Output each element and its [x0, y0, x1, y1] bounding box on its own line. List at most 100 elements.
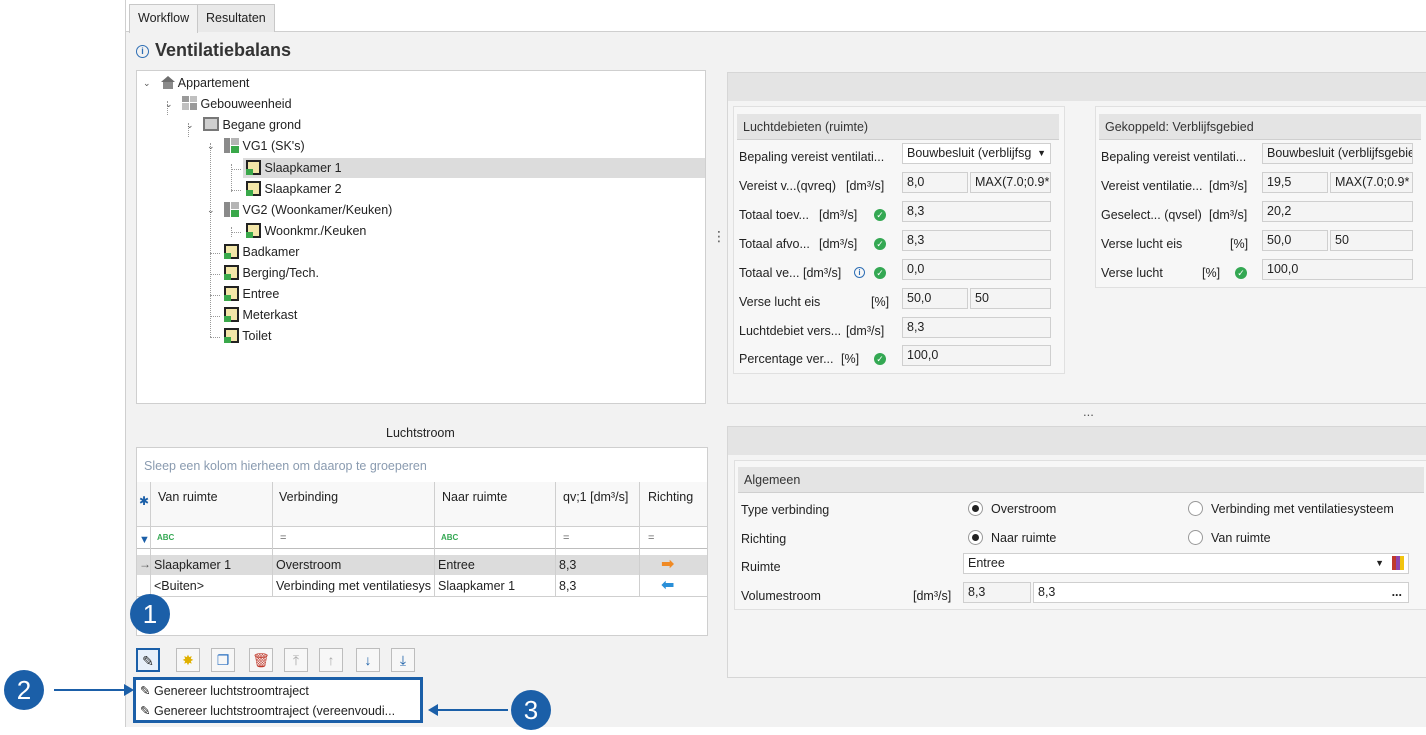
equals-filter-icon[interactable]: = [563, 532, 570, 544]
tree-label: Toilet [242, 329, 272, 343]
tab-resultaten[interactable]: Resultaten [197, 4, 275, 32]
totaal-ventilatie-field[interactable]: 0,0 [902, 259, 1051, 280]
tree-node-meterkast[interactable]: Meterkast [222, 305, 705, 325]
tree-node-begane-grond[interactable]: ⌄ Begane grond [137, 115, 705, 135]
radio-verbinding[interactable] [1188, 501, 1203, 516]
tree-node-badkamer[interactable]: Badkamer [222, 242, 705, 262]
gekoppeld-vereist-field[interactable]: 19,5 [1262, 172, 1328, 193]
ruimte-dropdown[interactable]: Entree ▼ [963, 553, 1409, 574]
unit-icon [182, 96, 197, 110]
radio-overstroom[interactable] [968, 501, 983, 516]
move-bottom-button[interactable]: ⤓ [391, 648, 415, 672]
horizontal-splitter[interactable]: ... [1083, 404, 1094, 419]
move-top-button[interactable]: ⤒ [284, 648, 308, 672]
column-header-richting[interactable]: Richting [648, 490, 694, 504]
copy-button[interactable]: ❐ [211, 648, 235, 672]
tree-node-woonkamer[interactable]: Woonkmr./Keuken [243, 221, 705, 241]
move-up-button[interactable]: ↑ [319, 648, 343, 672]
tree-node-toilet[interactable]: Toilet [222, 326, 705, 346]
chevron-down-icon[interactable]: ⌄ [186, 120, 194, 130]
check-icon: ✓ [874, 353, 886, 365]
cell-naar[interactable]: Slaapkamer 1 [438, 579, 516, 593]
column-header-verbinding[interactable]: Verbinding [279, 490, 339, 504]
radio-naar-ruimte[interactable] [968, 530, 983, 545]
tab-workflow[interactable]: Workflow [129, 4, 199, 33]
field-label: Richting [741, 532, 787, 546]
new-star-button[interactable]: ✸ [176, 648, 200, 672]
tree-node-gebouweenheid[interactable]: ⌄ Gebouweenheid [137, 94, 705, 114]
totaal-toevoer-field[interactable]: 8,3 [902, 201, 1051, 222]
books-icon[interactable] [1392, 556, 1404, 570]
column-header-naar[interactable]: Naar ruimte [442, 490, 508, 504]
field-label: Bepaling vereist ventilati... [739, 150, 885, 164]
tree-node-vg2[interactable]: ⌄ VG2 (Woonkamer/Keuken) [137, 200, 705, 220]
tree-node-appartement[interactable]: ⌄ Appartement [137, 73, 705, 93]
cell-verbinding[interactable]: Verbinding met ventilatiesys [276, 579, 431, 593]
vereist-field[interactable]: 8,0 [902, 172, 968, 193]
info-icon[interactable]: i [854, 267, 865, 278]
totaal-afvoer-field[interactable]: 8,3 [902, 230, 1051, 251]
volumestroom-input[interactable]: 8,3... [1033, 582, 1409, 603]
tree-node-entree[interactable]: Entree [222, 284, 705, 304]
gekoppeld-verse-eis-extra-field[interactable]: 50 [1330, 230, 1413, 251]
cell-verbinding[interactable]: Overstroom [276, 558, 342, 572]
tree-node-slaapkamer-1[interactable]: Slaapkamer 1 [243, 158, 705, 178]
cell-van[interactable]: Slaapkamer 1 [154, 558, 232, 572]
text-filter-icon[interactable]: ABC [441, 533, 459, 542]
gekoppeld-bepaling-field[interactable]: Bouwbesluit (verblijfsgebie [1262, 143, 1413, 164]
cell-van[interactable]: <Buiten> [154, 579, 205, 593]
new-row-icon[interactable]: ✱ [139, 494, 150, 508]
vertical-splitter[interactable]: ⋮ [712, 228, 726, 244]
column-header-qv[interactable]: qv;1 [dm³/s] [563, 490, 629, 504]
arrow-left-icon: ⬅ [661, 577, 675, 594]
menu-item-genereer-vereenvoudigd[interactable]: ✎ Genereer luchtstroomtraject (vereenvou… [140, 704, 396, 718]
equals-filter-icon[interactable]: = [648, 532, 655, 544]
cell-qv[interactable]: 8,3 [559, 558, 577, 572]
table-row[interactable] [137, 555, 707, 575]
vereist-formula-field[interactable]: MAX(7.0;0.9* [970, 172, 1051, 193]
group-hint[interactable]: Sleep een kolom hierheen om daarop te gr… [144, 459, 427, 473]
info-icon[interactable]: i [136, 45, 149, 58]
room-icon [246, 223, 261, 238]
chevron-down-icon[interactable]: ⌄ [207, 141, 215, 151]
cell-qv[interactable]: 8,3 [559, 579, 577, 593]
radio-label[interactable]: Overstroom [991, 502, 1057, 516]
radio-van-ruimte[interactable] [1188, 530, 1203, 545]
chevron-down-icon[interactable]: ⌄ [143, 78, 151, 88]
dropdown-arrow-icon[interactable]: ▼ [1375, 558, 1384, 568]
verse-lucht-eis-extra-field[interactable]: 50 [970, 288, 1051, 309]
menu-item-genereer[interactable]: ✎ Genereer luchtstroomtraject [140, 684, 309, 698]
field-label: Verse lucht eis [739, 295, 821, 309]
dropdown-arrow-icon: ▼ [1037, 148, 1046, 158]
radio-label[interactable]: Van ruimte [1211, 531, 1271, 545]
gekoppeld-verse-eis-field[interactable]: 50,0 [1262, 230, 1328, 251]
tree-node-slaapkamer-2[interactable]: Slaapkamer 2 [243, 179, 705, 199]
column-header-van[interactable]: Van ruimte [158, 490, 218, 504]
chevron-down-icon[interactable]: ⌄ [207, 205, 215, 215]
chevron-down-icon[interactable]: ⌄ [165, 99, 173, 109]
percentage-field[interactable]: 100,0 [902, 345, 1051, 366]
ellipsis-button[interactable]: ... [1391, 585, 1402, 599]
luchtdebiet-vers-field[interactable]: 8,3 [902, 317, 1051, 338]
equals-filter-icon[interactable]: = [280, 532, 287, 544]
radio-label[interactable]: Verbinding met ventilatiesysteem [1211, 502, 1394, 516]
tree-label: Meterkast [242, 308, 298, 322]
verse-lucht-eis-field[interactable]: 50,0 [902, 288, 968, 309]
tree-node-vg1[interactable]: ⌄ VG1 (SK's) [137, 136, 705, 156]
tree-node-berging[interactable]: Berging/Tech. [222, 263, 705, 283]
table-row[interactable] [137, 576, 707, 596]
delete-button[interactable]: 🗑 [249, 648, 273, 672]
gekoppeld-verse-lucht-field[interactable]: 100,0 [1262, 259, 1413, 280]
radio-label[interactable]: Naar ruimte [991, 531, 1057, 545]
bepaling-dropdown[interactable]: Bouwbesluit (verblijfsg ▼ [902, 143, 1051, 164]
geselecteerd-field[interactable]: 20,2 [1262, 201, 1413, 222]
volumestroom-field[interactable]: 8,3 [963, 582, 1031, 603]
gekoppeld-formula-field[interactable]: MAX(7.0;0.9* [1330, 172, 1413, 193]
wand-icon: ✎ [140, 684, 151, 698]
filter-icon[interactable]: ▼ [139, 534, 150, 546]
room-icon [224, 286, 239, 301]
move-down-button[interactable]: ↓ [356, 648, 380, 672]
text-filter-icon[interactable]: ABC [157, 533, 175, 542]
cell-naar[interactable]: Entree [438, 558, 475, 572]
generate-button[interactable]: ✎ [136, 648, 160, 672]
